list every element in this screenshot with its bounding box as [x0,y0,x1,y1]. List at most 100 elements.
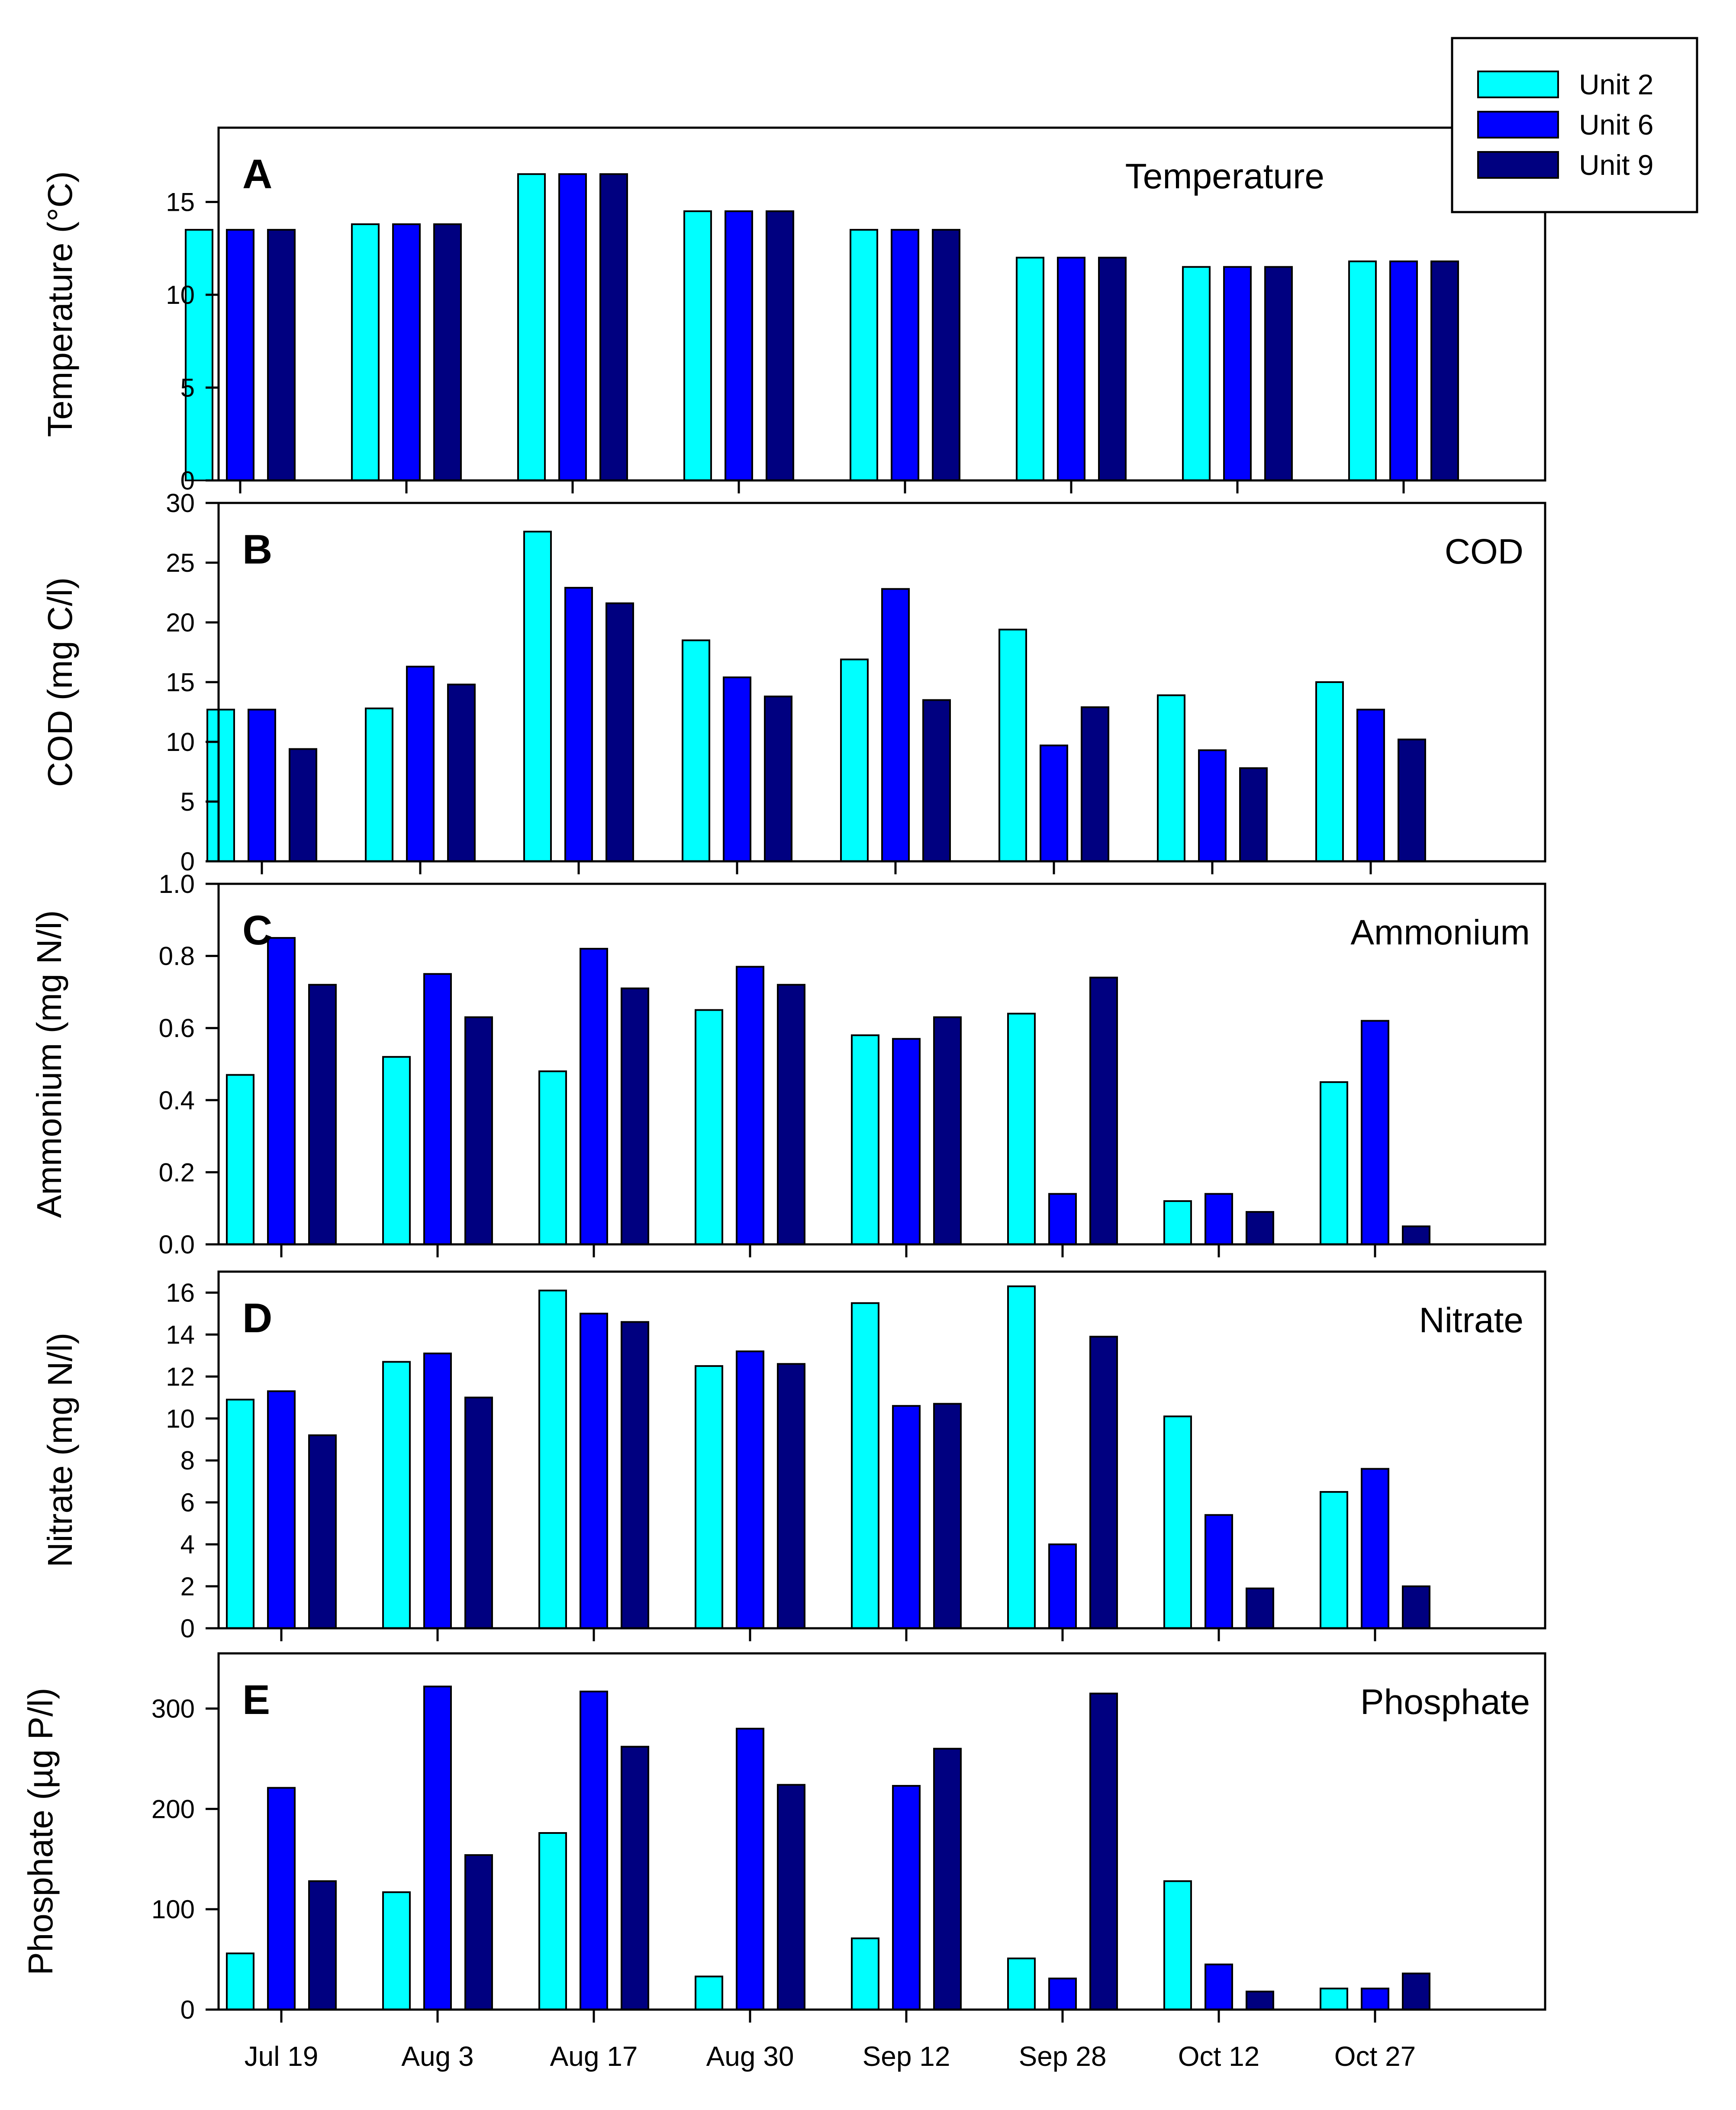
bar-cod-unit-9-2 [447,683,476,863]
x-tick-label-4: Aug 30 [706,2041,794,2072]
bar-phosphate-unit-9-5 [933,1748,962,2011]
panel-ammonium: 0.0 0.2 0.4 0.6 0.8 1.0 C Ammonium Ammonium (mg … [30,870,1546,1259]
bar-cod-unit-9-1 [289,748,317,863]
bar-temperature-unit-9-7 [1264,266,1293,481]
bar-phosphate-unit-6-6 [1048,1978,1077,2010]
y-tick-label-temperature-3: 15 [166,188,195,217]
bar-ammonium-unit-9-8 [1402,1225,1430,1246]
y-tick-label-nitrate-4: 8 [180,1446,195,1475]
bar-ammonium-unit-9-5 [933,1016,962,1245]
bar-nitrate-unit-9-2 [464,1396,493,1629]
bar-ammonium-unit-2-3 [538,1070,567,1245]
y-tick-label-ammonium-4: 0.8 [159,942,195,971]
y-tick-label-temperature-0: 0 [180,466,195,495]
bar-cod-unit-6-2 [406,666,435,862]
bar-cod-unit-9-6 [1081,706,1109,862]
bar-temperature-unit-9-4 [766,210,794,481]
bar-cod-unit-6-3 [564,586,593,862]
bar-nitrate-unit-2-1 [226,1398,254,1630]
y-tick-label-ammonium-3: 0.6 [159,1014,195,1043]
bar-cod-unit-9-8 [1398,738,1426,862]
bar-ammonium-unit-6-4 [736,966,764,1246]
bar-nitrate-unit-2-3 [538,1289,567,1629]
bar-temperature-unit-6-3 [558,173,587,482]
bar-phosphate-unit-2-4 [695,1975,723,2010]
bar-phosphate-unit-9-8 [1402,1972,1430,2011]
bar-nitrate-unit-6-3 [580,1312,608,1629]
chart-panels: 0 5 10 15 A Temperature Temperature (°C) 0 5 10 15… [21,126,1546,2072]
bar-ammonium-unit-2-2 [382,1056,411,1246]
legend-label-unit-9: Unit 9 [1579,149,1653,181]
y-tick-label-ammonium-2: 0.4 [159,1086,195,1115]
bar-ammonium-unit-6-6 [1048,1193,1077,1245]
bar-temperature-unit-6-5 [891,229,919,481]
x-tick-label-1: Jul 19 [245,2041,319,2072]
bar-nitrate-unit-6-8 [1361,1468,1389,1629]
bar-temperature-unit-2-4 [683,210,712,481]
bar-nitrate-unit-6-4 [736,1350,764,1629]
bar-temperature-unit-6-8 [1389,260,1418,481]
x-tick-label-7: Oct 12 [1178,2041,1260,2072]
bar-cod-unit-6-4 [723,676,751,862]
bar-temperature-unit-6-4 [725,210,753,481]
bar-nitrate-unit-6-2 [423,1353,452,1630]
panel-title-ammonium: Ammonium [1350,913,1530,952]
bar-temperature-unit-2-5 [850,229,878,481]
bar-temperature-unit-9-1 [267,229,296,481]
bar-nitrate-unit-9-5 [933,1403,962,1630]
bar-nitrate-unit-2-6 [1007,1285,1036,1630]
bar-ammonium-unit-6-2 [423,973,452,1245]
panel-nitrate: 0 2 4 6 8 10 12 14 16 D Nitrate Nitrate (mg N/l) [41,1270,1546,1643]
bar-phosphate-unit-2-3 [538,1832,567,2011]
bar-temperature-unit-2-7 [1182,266,1211,481]
bar-phosphate-unit-6-5 [892,1785,921,2011]
bar-ammonium-unit-2-6 [1007,1012,1036,1245]
legend: Unit 2 Unit 6 Unit 9 [1451,37,1698,213]
panel-temperature: 0 5 10 15 A Temperature Temperature (°C) [41,126,1546,495]
bar-ammonium-unit-2-4 [695,1009,723,1246]
bar-ammonium-unit-6-7 [1205,1193,1233,1245]
y-tick-label-nitrate-2: 4 [180,1530,195,1559]
y-axis-label-nitrate: Nitrate (mg N/l) [41,1333,79,1567]
bar-ammonium-unit-9-1 [308,984,337,1245]
bar-ammonium-unit-2-1 [226,1074,254,1245]
bar-phosphate-unit-9-3 [621,1746,649,2010]
y-tick-label-phosphate-2: 200 [151,1794,195,1823]
y-tick-label-cod-1: 5 [180,787,195,816]
bar-nitrate-unit-6-1 [267,1390,296,1630]
bar-nitrate-unit-6-7 [1205,1514,1233,1629]
bar-phosphate-unit-9-7 [1246,1991,1274,2011]
bar-phosphate-unit-9-1 [308,1880,337,2010]
bar-temperature-unit-6-6 [1057,257,1085,481]
x-tick-label-3: Aug 17 [550,2041,638,2072]
y-axis-label-ammonium: Ammonium (mg N/l) [30,910,68,1218]
bar-cod-unit-2-8 [1315,681,1344,862]
bar-ammonium-unit-9-3 [621,987,649,1246]
y-axis-label-phosphate: Phosphate (µg P/l) [21,1688,60,1975]
bar-phosphate-unit-2-5 [851,1937,879,2010]
y-tick-label-cod-2: 10 [166,728,195,757]
bar-nitrate-unit-9-1 [308,1434,337,1629]
panel-letter-nitrate: D [242,1295,272,1341]
x-tick-label-8: Oct 27 [1334,2041,1416,2072]
bar-temperature-unit-9-5 [932,229,960,481]
bar-cod-unit-2-6 [998,628,1027,863]
bar-cod-unit-2-7 [1157,694,1185,862]
bar-cod-unit-9-7 [1239,767,1268,862]
bar-nitrate-unit-2-5 [851,1302,879,1629]
bar-cod-unit-2-1 [206,709,235,862]
bar-cod-unit-6-8 [1356,709,1385,862]
legend-label-unit-2: Unit 2 [1579,68,1653,100]
bar-temperature-unit-9-3 [599,173,628,482]
bar-phosphate-unit-6-3 [580,1691,608,2010]
bar-temperature-unit-2-3 [517,173,546,482]
legend-swatch-unit-2 [1477,71,1559,98]
y-tick-label-nitrate-1: 2 [180,1572,195,1601]
bar-phosphate-unit-6-4 [736,1727,764,2011]
bar-ammonium-unit-6-3 [580,947,608,1245]
bar-ammonium-unit-2-8 [1320,1081,1348,1245]
bar-nitrate-unit-6-6 [1048,1543,1077,1630]
bar-ammonium-unit-6-1 [267,937,296,1245]
bar-temperature-unit-2-2 [351,223,380,481]
